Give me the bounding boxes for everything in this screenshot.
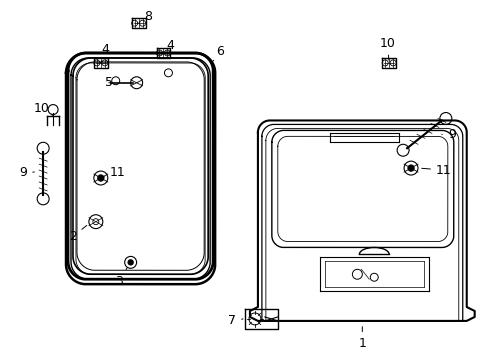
Text: 10: 10 bbox=[33, 102, 53, 116]
Text: 10: 10 bbox=[379, 37, 394, 60]
Circle shape bbox=[98, 175, 103, 181]
Text: 6: 6 bbox=[213, 45, 224, 61]
Text: 8: 8 bbox=[138, 10, 152, 23]
Text: 11: 11 bbox=[421, 163, 451, 176]
Text: 7: 7 bbox=[227, 314, 243, 327]
Circle shape bbox=[128, 260, 133, 265]
Text: 9: 9 bbox=[441, 128, 455, 141]
Text: 4: 4 bbox=[101, 42, 109, 63]
Text: 9: 9 bbox=[20, 166, 34, 179]
Text: 4: 4 bbox=[163, 39, 174, 53]
Text: 3: 3 bbox=[115, 268, 127, 288]
Text: 1: 1 bbox=[358, 327, 366, 350]
Text: 11: 11 bbox=[103, 166, 125, 179]
Circle shape bbox=[407, 165, 413, 171]
Text: 5: 5 bbox=[104, 76, 113, 89]
Text: 2: 2 bbox=[69, 225, 86, 243]
